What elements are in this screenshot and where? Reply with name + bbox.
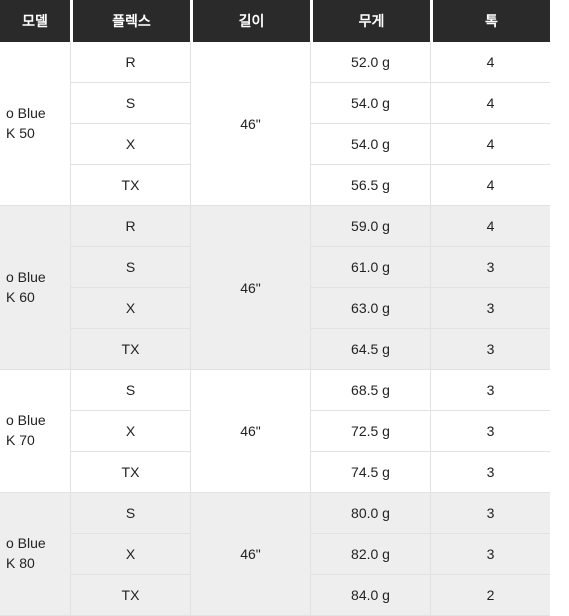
weight-cell: 63.0 g bbox=[310, 288, 430, 329]
flex-cell: X bbox=[70, 288, 190, 329]
flex-cell: S bbox=[70, 493, 190, 534]
weight-cell: 74.5 g bbox=[310, 452, 430, 493]
weight-cell: 52.0 g bbox=[310, 42, 430, 83]
last-cell: 4 bbox=[430, 206, 550, 247]
flex-cell: R bbox=[70, 206, 190, 247]
weight-cell: 59.0 g bbox=[310, 206, 430, 247]
column-header: 톡 bbox=[430, 0, 550, 42]
last-cell: 3 bbox=[430, 452, 550, 493]
length-cell: 46" bbox=[190, 493, 310, 616]
last-cell: 3 bbox=[430, 247, 550, 288]
flex-cell: R bbox=[70, 42, 190, 83]
weight-cell: 72.5 g bbox=[310, 411, 430, 452]
spec-table: 모델플렉스길이무게톡o Blue K 50R46"52.0 g4S54.0 g4… bbox=[0, 0, 569, 616]
length-cell: 46" bbox=[190, 206, 310, 370]
flex-cell: S bbox=[70, 83, 190, 124]
weight-cell: 84.0 g bbox=[310, 575, 430, 616]
last-cell: 3 bbox=[430, 329, 550, 370]
last-cell: 3 bbox=[430, 370, 550, 411]
model-cell: o Blue K 50 bbox=[0, 42, 70, 206]
last-cell: 4 bbox=[430, 83, 550, 124]
last-cell: 3 bbox=[430, 288, 550, 329]
last-cell: 3 bbox=[430, 411, 550, 452]
last-cell: 4 bbox=[430, 42, 550, 83]
weight-cell: 54.0 g bbox=[310, 83, 430, 124]
column-header: 무게 bbox=[310, 0, 430, 42]
column-header: 길이 bbox=[190, 0, 310, 42]
last-cell: 4 bbox=[430, 165, 550, 206]
flex-cell: TX bbox=[70, 452, 190, 493]
weight-cell: 68.5 g bbox=[310, 370, 430, 411]
flex-cell: S bbox=[70, 247, 190, 288]
length-cell: 46" bbox=[190, 370, 310, 493]
weight-cell: 56.5 g bbox=[310, 165, 430, 206]
weight-cell: 80.0 g bbox=[310, 493, 430, 534]
last-cell: 2 bbox=[430, 575, 550, 616]
column-header: 모델 bbox=[0, 0, 70, 42]
model-cell: o Blue K 70 bbox=[0, 370, 70, 493]
flex-cell: TX bbox=[70, 329, 190, 370]
length-cell: 46" bbox=[190, 42, 310, 206]
last-cell: 3 bbox=[430, 493, 550, 534]
weight-cell: 61.0 g bbox=[310, 247, 430, 288]
model-cell: o Blue K 80 bbox=[0, 493, 70, 616]
flex-cell: X bbox=[70, 411, 190, 452]
last-cell: 4 bbox=[430, 124, 550, 165]
weight-cell: 64.5 g bbox=[310, 329, 430, 370]
model-cell: o Blue K 60 bbox=[0, 206, 70, 370]
flex-cell: S bbox=[70, 370, 190, 411]
weight-cell: 54.0 g bbox=[310, 124, 430, 165]
column-header: 플렉스 bbox=[70, 0, 190, 42]
flex-cell: X bbox=[70, 124, 190, 165]
flex-cell: TX bbox=[70, 165, 190, 206]
flex-cell: TX bbox=[70, 575, 190, 616]
